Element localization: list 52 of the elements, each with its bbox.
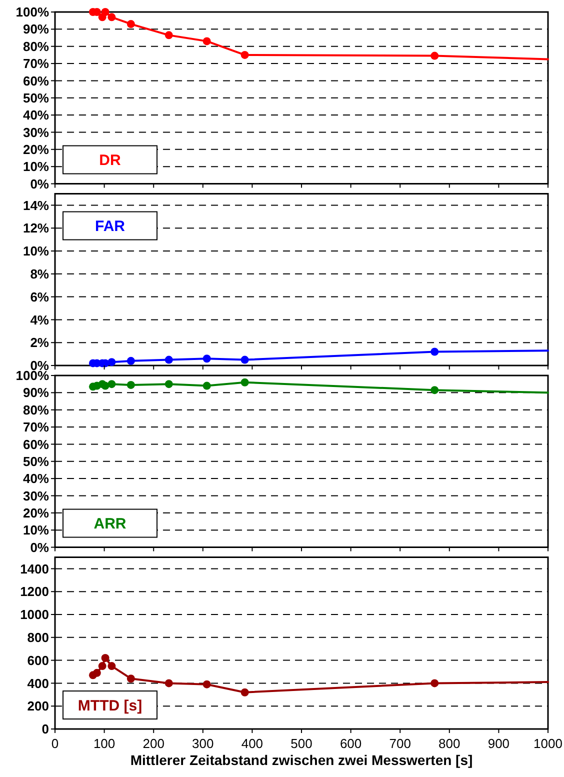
x-tick-label: 900: [488, 736, 510, 751]
x-tick-label: 100: [93, 736, 116, 751]
x-tick-label: 300: [192, 736, 214, 751]
y-tick-label: 10%: [22, 522, 50, 538]
x-tick-label: 800: [438, 736, 460, 751]
y-tick-label: 1000: [20, 607, 49, 622]
y-tick-label: 50%: [22, 90, 50, 106]
y-tick-label: 10%: [22, 159, 50, 174]
y-tick-label: 2%: [30, 335, 50, 350]
y-tick-label: 60%: [22, 436, 50, 452]
y-tick-label: 100%: [16, 4, 50, 20]
y-tick-label: 70%: [22, 420, 50, 435]
y-tick-label: 40%: [22, 108, 50, 123]
x-tick-label: 600: [340, 736, 362, 751]
y-tick-label: 600: [27, 652, 49, 668]
text: FAR: [95, 218, 126, 235]
y-tick-label: 14%: [22, 198, 50, 213]
series-label: MTTD [s]: [78, 697, 142, 714]
y-tick-label: 400: [27, 676, 49, 691]
y-tick-label: 200: [27, 698, 49, 714]
y-tick-label: 80%: [22, 402, 50, 418]
y-tick-label: 1200: [20, 584, 49, 600]
y-tick-label: 20%: [22, 505, 50, 520]
y-tick-label: 80%: [22, 38, 50, 54]
x-tick-label: 0: [51, 736, 59, 751]
y-tick-label: 60%: [22, 73, 50, 88]
x-tick-label: 700: [389, 736, 411, 751]
y-tick-label: 40%: [22, 471, 50, 486]
y-tick-label: 8%: [30, 266, 50, 282]
y-tick-label: 20%: [22, 142, 50, 157]
y-tick-label: 90%: [22, 385, 50, 400]
y-tick-label: 800: [27, 630, 49, 645]
y-tick-label: 6%: [30, 289, 50, 304]
x-tick-label: 200: [142, 736, 164, 751]
y-tick-label: 0: [42, 722, 49, 737]
y-tick-label: 50%: [22, 454, 50, 469]
x-tick-label: 500: [290, 736, 312, 751]
y-tick-label: 0%: [30, 540, 50, 555]
y-tick-label: 1400: [20, 561, 49, 576]
y-tick-label: 30%: [22, 124, 50, 140]
y-tick-label: 10%: [22, 244, 50, 259]
y-tick-label: 70%: [22, 56, 50, 72]
x-axis-title: Mittlerer Zeitabstand zwischen zwei Messwerten [s]: [130, 752, 473, 768]
y-tick-label: 30%: [22, 488, 50, 504]
x-tick-label: 1000: [534, 736, 562, 751]
x-tick-label: 400: [241, 736, 264, 751]
y-tick-label: 4%: [30, 312, 50, 328]
text: DR: [99, 152, 121, 169]
text: ARR: [94, 516, 126, 532]
y-tick-label: 12%: [22, 220, 50, 236]
y-tick-label: 0%: [30, 176, 50, 192]
y-tick-label: 90%: [22, 22, 50, 37]
